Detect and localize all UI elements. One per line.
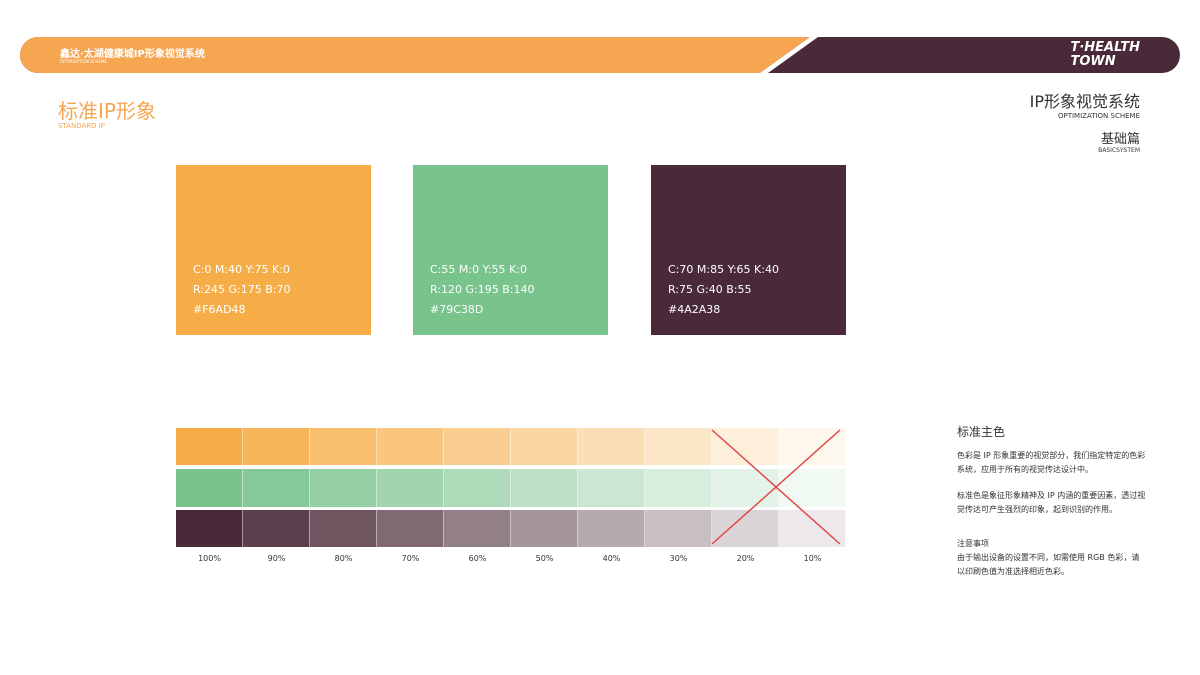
tint-label: 50% <box>536 554 554 563</box>
tint-cell <box>645 428 712 465</box>
tint-label: 40% <box>603 554 621 563</box>
swatch-line: #F6AD48 <box>193 303 246 316</box>
tint-cell <box>444 510 511 547</box>
swatch-line: #79C38D <box>430 303 484 316</box>
tint-cell <box>444 469 511 507</box>
paragraph: 标准色是象征形象精神及 IP 内涵的重要因素，透过视觉传达可产生强烈的印象，起到… <box>957 491 1146 514</box>
tint-cell <box>444 428 511 465</box>
logo-line: T·HEALTH <box>1070 40 1140 55</box>
tint-label: 70% <box>402 554 420 563</box>
tint-cell <box>578 428 645 465</box>
notes-title: 标准主色 <box>957 425 1006 439</box>
tint-cell <box>511 469 578 507</box>
tint-cell <box>310 428 377 465</box>
paragraph: 色彩是 IP 形象重要的视觉部分，我们指定特定的色彩系统，应用于所有的视觉传达设… <box>957 451 1146 474</box>
chapter: 基础篇 <box>1100 132 1140 147</box>
tint-cell <box>712 469 779 507</box>
tint-label: 100% <box>198 554 221 563</box>
tint-cell <box>578 469 645 507</box>
tint-cell <box>779 510 846 547</box>
swatch-line: R:120 G:195 B:140 <box>430 283 535 296</box>
section-subtitle: OPTIMIZATION SCHEME <box>1057 112 1140 120</box>
swatch-line: #4A2A38 <box>668 303 721 316</box>
tint-label: 90% <box>268 554 286 563</box>
tint-cell <box>243 428 310 465</box>
tint-label: 80% <box>335 554 353 563</box>
swatch-line: C:70 M:85 Y:65 K:40 <box>668 263 779 276</box>
tint-cell <box>243 469 310 507</box>
notes: 标准主色 色彩是 IP 形象重要的视觉部分，我们指定特定的色彩系统，应用于所有的… <box>957 425 1147 579</box>
tint-cell <box>511 510 578 547</box>
tint-cell <box>712 510 779 547</box>
swatch: C:55 M:0 Y:55 K:0 R:120 G:195 B:140 #79C38… <box>413 165 608 335</box>
tint-cell <box>176 469 243 507</box>
tint-label: 60% <box>469 554 487 563</box>
tint-grid: 100% 90% 80% 70% 60% 50% 40% 30% 20% 10% <box>176 428 846 563</box>
chapter-en: BASICSYSTEM <box>1098 147 1140 154</box>
page-title: 标准IP形象 <box>58 99 156 123</box>
tint-cell <box>176 428 243 465</box>
swatch-line: C:0 M:40 Y:75 K:0 <box>193 263 290 276</box>
tint-label: 10% <box>804 554 822 563</box>
tint-cell <box>377 469 444 507</box>
tint-cell <box>377 510 444 547</box>
tint-label: 20% <box>737 554 755 563</box>
section-info: IP形象视觉系统 OPTIMIZATION SCHEME 基础篇 BASICSY… <box>1030 88 1140 154</box>
tint-cell <box>176 510 243 547</box>
tint-label: 30% <box>670 554 688 563</box>
swatch-line: R:75 G:40 B:55 <box>668 283 752 296</box>
swatch: C:0 M:40 Y:75 K:0 R:245 G:175 B:70 #F6AD48 <box>176 165 371 335</box>
logo: T·HEALTH TOWN <box>1070 41 1140 69</box>
tint-cell <box>310 469 377 507</box>
tint-cell <box>645 510 712 547</box>
tint-cell <box>310 510 377 547</box>
tint-cell <box>578 510 645 547</box>
caution: 由于输出设备的设置不同，如需使用 RGB 色彩，请以印刷色值为准选择相近色彩。 <box>957 553 1140 576</box>
header-bar: 鑫达·太湖健康城IP形象视觉系统 OPTIMIZATION SCHEME T·H… <box>20 37 1180 73</box>
tint-cell <box>511 428 578 465</box>
swatch-line: C:55 M:0 Y:55 K:0 <box>430 263 527 276</box>
page-subtitle: STANDARD IP <box>58 122 106 130</box>
caution-title: 注意事项 <box>957 539 989 548</box>
header-shape <box>20 37 818 73</box>
logo-line: TOWN <box>1070 54 1116 69</box>
swatch: C:70 M:85 Y:65 K:40 R:75 G:40 B:55 #4A2A38 <box>651 165 846 335</box>
section-title: IP形象视觉系统 <box>1029 92 1140 111</box>
header-subtitle: OPTIMIZATION SCHEME <box>60 59 107 64</box>
tint-cell <box>243 510 310 547</box>
tint-cell <box>377 428 444 465</box>
swatch-line: R:245 G:175 B:70 <box>193 283 291 296</box>
cross-line <box>711 429 841 545</box>
header-title: 鑫达·太湖健康城IP形象视觉系统 <box>60 49 205 60</box>
tint-cell <box>645 469 712 507</box>
